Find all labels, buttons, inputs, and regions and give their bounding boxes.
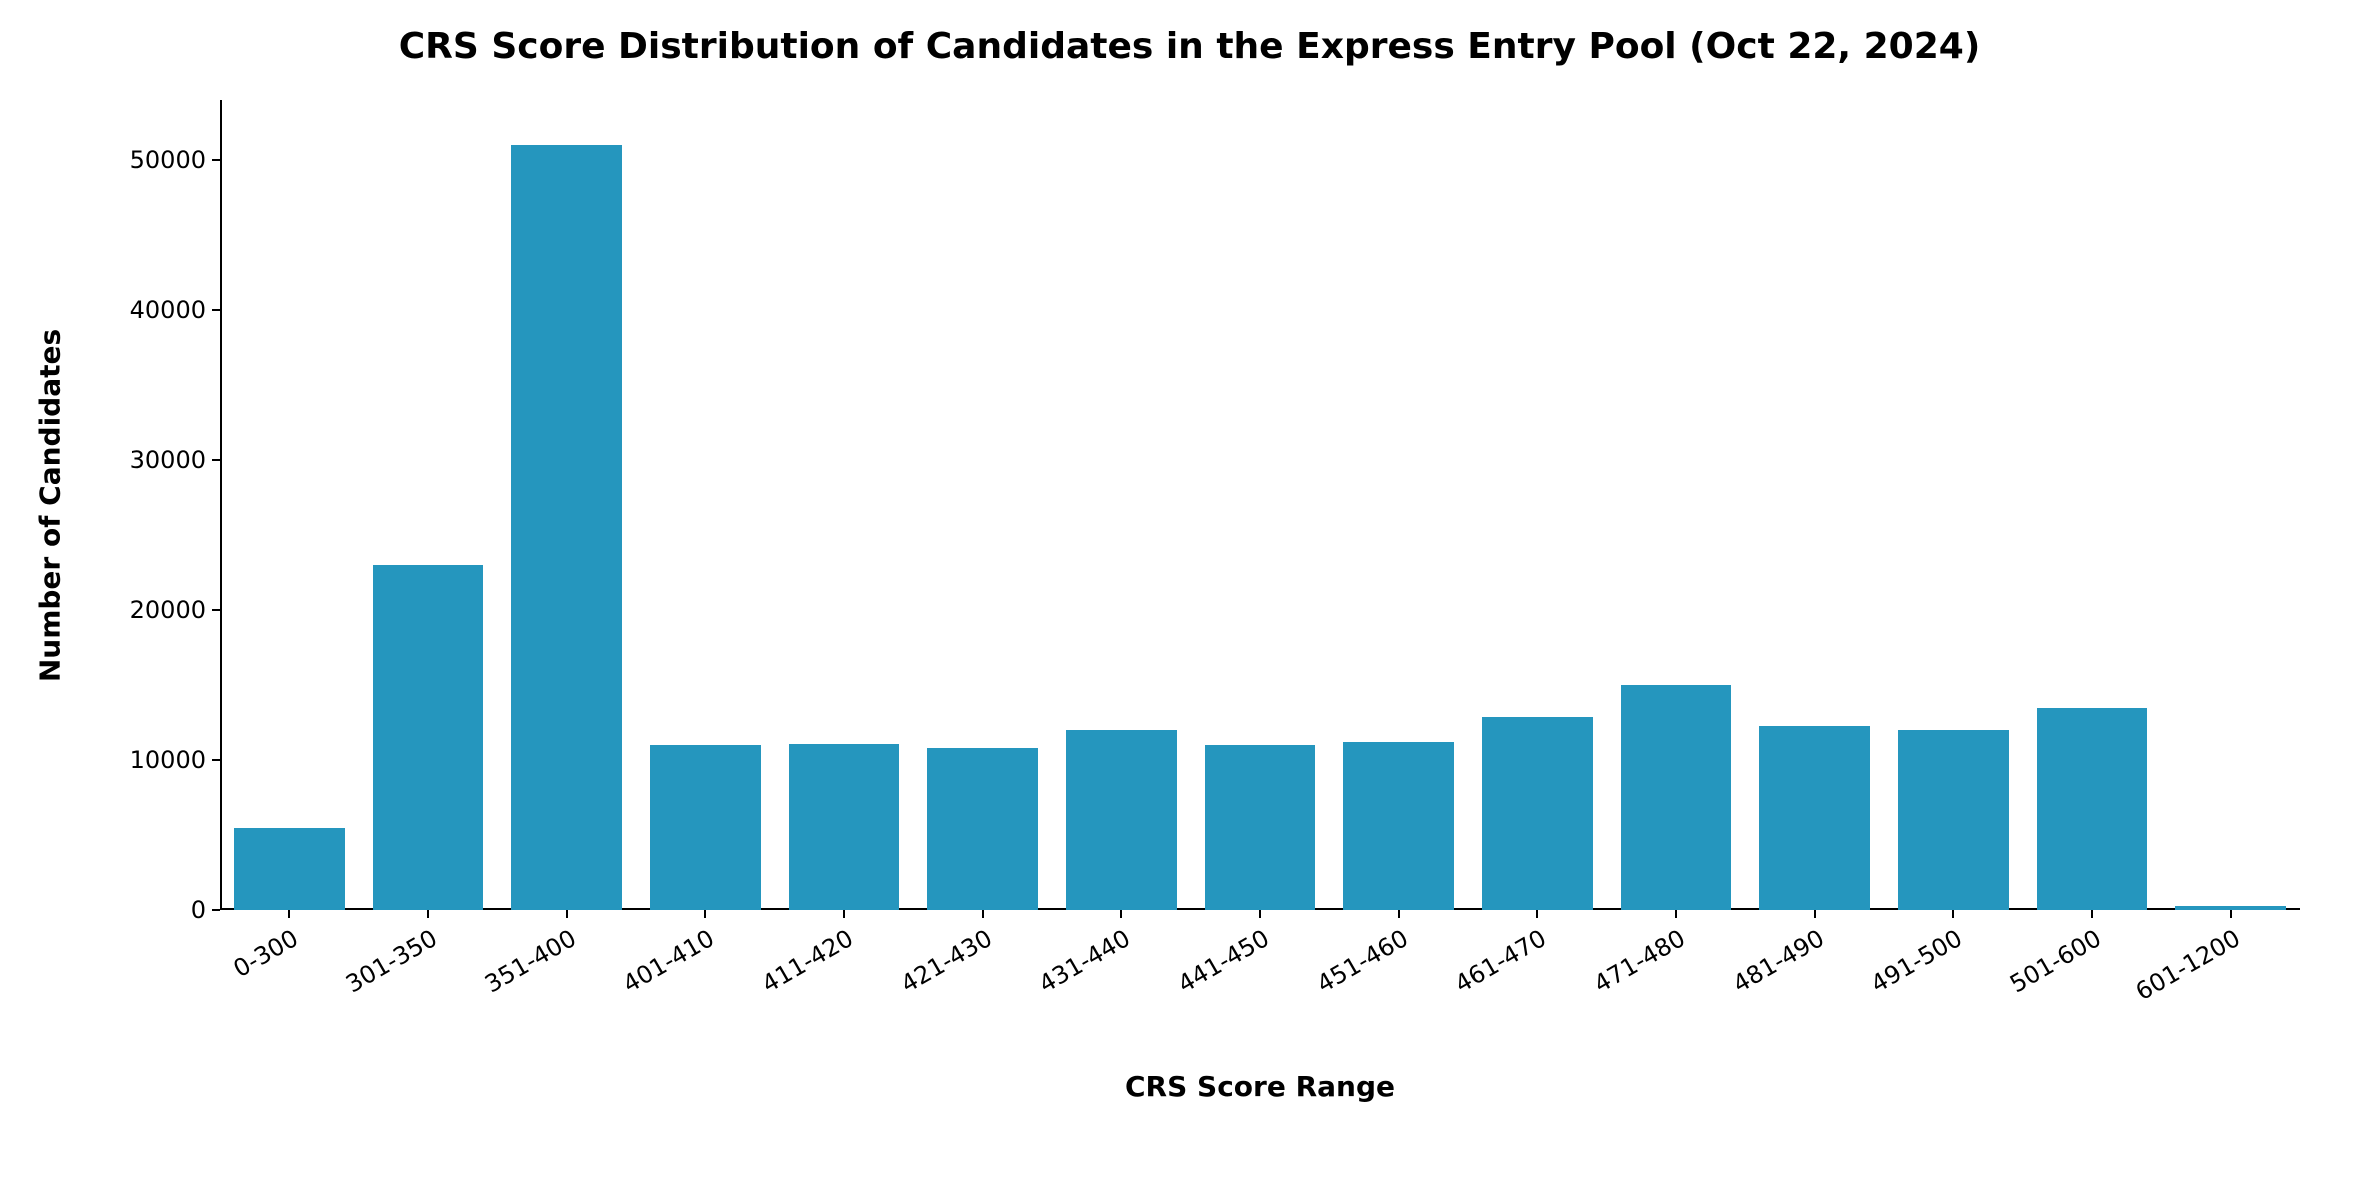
bar: [1759, 726, 1870, 911]
x-axis-label: CRS Score Range: [220, 1070, 2300, 1103]
x-tick-label: 301-350: [341, 924, 442, 998]
x-tick-label: 401-410: [618, 924, 719, 998]
x-tick-mark: [1398, 910, 1400, 918]
x-tick-mark: [288, 910, 290, 918]
x-tick-mark: [427, 910, 429, 918]
x-tick-label: 351-400: [480, 924, 581, 998]
y-tick-label: 40000: [130, 296, 220, 324]
x-tick-mark: [1675, 910, 1677, 918]
x-tick-mark: [1259, 910, 1261, 918]
x-tick-mark: [982, 910, 984, 918]
x-tick-mark: [704, 910, 706, 918]
bar: [1205, 745, 1316, 910]
y-tick-label: 20000: [130, 596, 220, 624]
x-tick-label: 461-470: [1450, 924, 1551, 998]
bar: [1621, 685, 1732, 910]
x-tick-label: 451-460: [1312, 924, 1413, 998]
bar: [373, 565, 484, 910]
x-tick-mark: [2230, 910, 2232, 918]
y-axis-line: [220, 100, 222, 910]
x-tick-label: 431-440: [1034, 924, 1135, 998]
chart-title: CRS Score Distribution of Candidates in …: [0, 26, 2379, 67]
bar: [234, 828, 345, 911]
plot-area: 01000020000300004000050000: [220, 100, 2300, 910]
x-tick-label: 441-450: [1173, 924, 1274, 998]
bar: [1482, 717, 1593, 911]
bar: [1898, 730, 2009, 910]
bar: [2037, 708, 2148, 911]
x-tick-mark: [1536, 910, 1538, 918]
x-tick-mark: [1120, 910, 1122, 918]
bar: [1066, 730, 1177, 910]
x-tick-mark: [1952, 910, 1954, 918]
bar: [1343, 742, 1454, 910]
bar: [927, 748, 1038, 910]
y-tick-label: 50000: [130, 146, 220, 174]
y-tick-label: 0: [191, 896, 220, 924]
chart-container: CRS Score Distribution of Candidates in …: [0, 0, 2379, 1179]
bar: [789, 744, 900, 911]
x-tick-mark: [566, 910, 568, 918]
x-tick-label: 421-430: [896, 924, 997, 998]
y-tick-label: 10000: [130, 746, 220, 774]
x-tick-label: 411-420: [757, 924, 858, 998]
x-tick-label: 481-490: [1728, 924, 1829, 998]
x-tick-label: 491-500: [1866, 924, 1967, 998]
x-tick-mark: [2091, 910, 2093, 918]
x-tick-label: 0-300: [229, 924, 303, 983]
bar: [511, 145, 622, 910]
x-tick-mark: [843, 910, 845, 918]
x-tick-mark: [1814, 910, 1816, 918]
bar: [650, 745, 761, 910]
x-tick-label: 471-480: [1589, 924, 1690, 998]
x-tick-label: 601-1200: [2131, 924, 2245, 1006]
x-tick-label: 501-600: [2005, 924, 2106, 998]
y-axis-label: Number of Candidates: [34, 329, 67, 682]
y-tick-label: 30000: [130, 446, 220, 474]
